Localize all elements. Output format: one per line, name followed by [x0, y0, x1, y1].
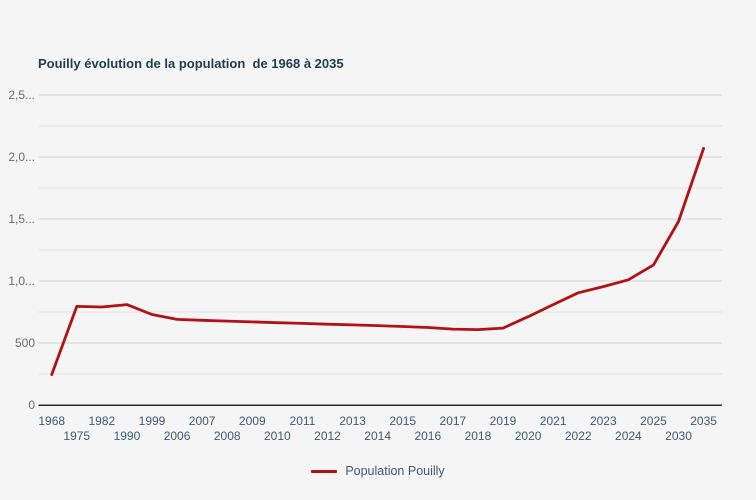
x-tick-label: 1990	[114, 429, 141, 443]
x-tick-label: 2015	[389, 414, 416, 428]
y-tick-label: 2,0...	[8, 150, 35, 164]
y-tick-label: 2,5...	[8, 88, 35, 102]
legend-label: Population Pouilly	[345, 464, 445, 478]
x-tick-label: 2017	[440, 414, 467, 428]
x-tick-label: 2023	[590, 414, 617, 428]
y-tick-label: 1,0...	[8, 274, 35, 288]
legend[interactable]: Population Pouilly	[0, 464, 756, 478]
chart-title: Pouilly évolution de la population de 19…	[38, 56, 344, 71]
x-tick-label: 2018	[465, 429, 492, 443]
x-tick-label: 1982	[88, 414, 115, 428]
x-tick-label: 2020	[515, 429, 542, 443]
x-tick-label: 2030	[665, 429, 692, 443]
x-tick-label: 2008	[214, 429, 241, 443]
x-tick-label: 2019	[490, 414, 517, 428]
x-tick-label: 2014	[364, 429, 391, 443]
x-tick-label: 2006	[164, 429, 191, 443]
x-tick-label: 1999	[139, 414, 166, 428]
x-tick-label: 2022	[565, 429, 592, 443]
x-tick-label: 1975	[63, 429, 90, 443]
x-tick-label: 2012	[314, 429, 341, 443]
x-tick-label: 2021	[540, 414, 567, 428]
x-tick-label: 2007	[189, 414, 216, 428]
x-tick-label: 2009	[239, 414, 266, 428]
x-tick-label: 2013	[339, 414, 366, 428]
x-tick-label: 2035	[690, 414, 717, 428]
x-tick-label: 1968	[38, 414, 65, 428]
y-tick-label: 0	[28, 398, 35, 412]
x-tick-label: 2025	[640, 414, 667, 428]
x-tick-label: 2011	[290, 414, 316, 428]
x-tick-label: 2010	[264, 429, 291, 443]
y-tick-label: 1,5...	[8, 212, 35, 226]
x-tick-label: 2024	[615, 429, 642, 443]
y-tick-label: 500	[15, 336, 35, 350]
legend-line-swatch	[311, 469, 338, 473]
x-tick-label: 2016	[414, 429, 441, 443]
series-line-population[interactable]	[50, 146, 705, 377]
